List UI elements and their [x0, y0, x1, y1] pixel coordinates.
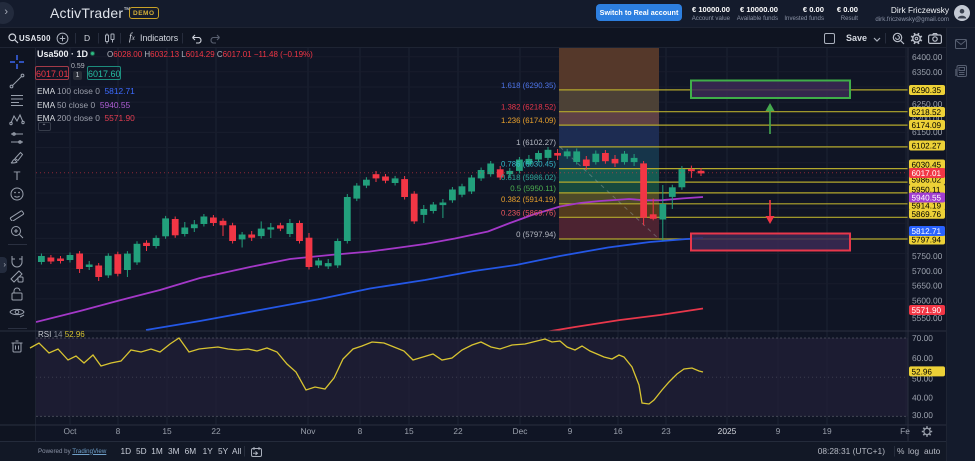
svg-text:0.786 (6030.45): 0.786 (6030.45): [501, 160, 556, 169]
svg-text:1.236 (6174.09): 1.236 (6174.09): [501, 116, 556, 125]
svg-text:0 (5797.94): 0 (5797.94): [516, 230, 556, 239]
svg-text:22: 22: [211, 426, 221, 436]
svg-text:6250.00: 6250.00: [912, 99, 943, 109]
svg-text:5869.76: 5869.76: [912, 210, 942, 219]
svg-text:5950.11: 5950.11: [912, 186, 941, 195]
svg-text:5650.00: 5650.00: [912, 281, 943, 291]
svg-text:6400.00: 6400.00: [912, 52, 943, 62]
svg-text:9: 9: [568, 426, 573, 436]
svg-text:6030.45: 6030.45: [912, 161, 942, 170]
svg-text:5914.19: 5914.19: [912, 201, 942, 210]
svg-text:6290.35: 6290.35: [912, 86, 942, 95]
svg-text:52.96: 52.96: [912, 367, 933, 376]
svg-text:T: T: [13, 171, 20, 183]
svg-text:15: 15: [162, 426, 172, 436]
svg-text:Dec: Dec: [513, 426, 528, 436]
svg-text:9: 9: [776, 426, 781, 436]
svg-text:5940.55: 5940.55: [912, 194, 942, 203]
svg-text:5750.00: 5750.00: [912, 251, 943, 261]
svg-text:5986.02: 5986.02: [912, 176, 942, 185]
svg-text:0.5 (5950.11): 0.5 (5950.11): [510, 184, 556, 193]
svg-text:1 (6102.27): 1 (6102.27): [516, 138, 556, 147]
svg-text:0.236 (5869.76): 0.236 (5869.76): [501, 208, 556, 217]
svg-text:30.00: 30.00: [912, 410, 933, 420]
svg-text:5812.71: 5812.71: [912, 227, 942, 236]
svg-text:1.382 (6218.52): 1.382 (6218.52): [501, 103, 556, 112]
svg-text:22: 22: [453, 426, 463, 436]
svg-text:23: 23: [661, 426, 671, 436]
svg-text:6350.00: 6350.00: [912, 67, 943, 77]
svg-text:70.00: 70.00: [912, 333, 933, 343]
svg-text:2025: 2025: [718, 426, 737, 436]
svg-text:Oct: Oct: [63, 426, 77, 436]
svg-text:50.00: 50.00: [912, 374, 933, 384]
svg-text:15: 15: [404, 426, 414, 436]
svg-text:5550.00: 5550.00: [912, 313, 943, 323]
svg-text:6017.01: 6017.01: [912, 169, 942, 178]
svg-text:5700.00: 5700.00: [912, 266, 943, 276]
svg-text:6200.00: 6200.00: [912, 114, 943, 124]
svg-text:Fe: Fe: [900, 426, 910, 436]
svg-text:6102.27: 6102.27: [912, 142, 942, 151]
svg-text:60.00: 60.00: [912, 353, 933, 363]
svg-text:16: 16: [613, 426, 623, 436]
svg-text:8: 8: [116, 426, 121, 436]
svg-text:Nov: Nov: [301, 426, 317, 436]
svg-text:6174.09: 6174.09: [912, 121, 942, 130]
svg-text:5600.00: 5600.00: [912, 296, 943, 306]
svg-text:8: 8: [358, 426, 363, 436]
svg-text:6150.00: 6150.00: [912, 127, 943, 137]
svg-text:6218.52: 6218.52: [912, 108, 942, 117]
svg-text:1.618 (6290.35): 1.618 (6290.35): [501, 81, 556, 90]
svg-text:19: 19: [822, 426, 832, 436]
svg-text:0.382 (5914.19): 0.382 (5914.19): [501, 195, 556, 204]
svg-text:40.00: 40.00: [912, 393, 933, 403]
svg-text:5797.94: 5797.94: [912, 236, 942, 245]
svg-text:5571.90: 5571.90: [912, 306, 942, 315]
svg-text:0.618 (5986.02): 0.618 (5986.02): [501, 173, 556, 182]
